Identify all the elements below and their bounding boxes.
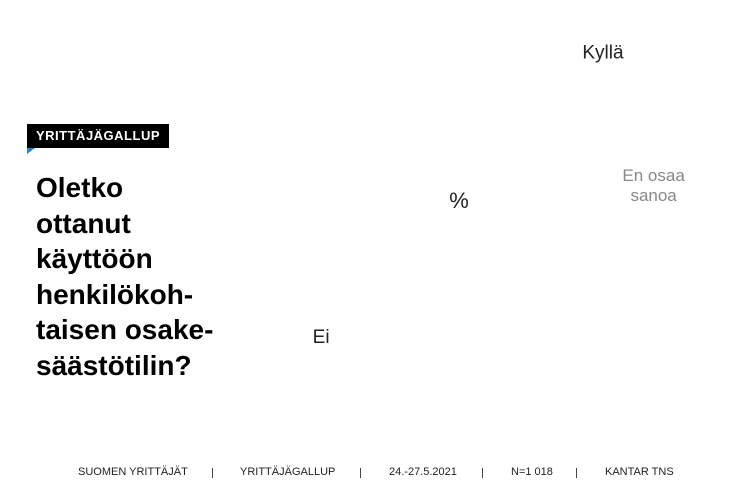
footer-separator [360, 468, 361, 478]
title-line: käyttöön [36, 243, 153, 274]
footer-item: YRITTÄJÄGALLUP [240, 466, 336, 478]
category-label: Ei [313, 327, 330, 348]
badge: YRITTÄJÄGALLUP [27, 124, 169, 148]
category-label: Kyllä [582, 43, 624, 64]
footer-separator [482, 468, 483, 478]
footer-separator [576, 468, 577, 478]
center-label: % [449, 188, 469, 213]
footer-item: N=1 018 [511, 466, 553, 478]
title-line: henkilökoh- [36, 278, 194, 310]
category-label: En osaa sanoa [622, 165, 685, 205]
title-line: ottanut [36, 207, 131, 239]
value-label: 23 [567, 112, 585, 129]
title: Oletko ottanut käyttöön henkilökoh-taisen o… [36, 170, 266, 383]
title-line: taisen osake- [36, 314, 214, 345]
badge-tip [27, 148, 35, 154]
footer-item: 24.-27.5.2021 [389, 466, 457, 478]
category-label-box: En osaa sanoa [622, 165, 685, 205]
footer-separator [212, 468, 213, 478]
value-label: 2 [595, 182, 604, 199]
footer-item: KANTAR TNS [605, 466, 674, 478]
value-label: 75 [361, 300, 379, 317]
footer-item: SUOMEN YRITTÄJÄT [78, 466, 188, 478]
title-line: säästötilin? [36, 349, 192, 381]
title-line: Oletko [36, 172, 124, 203]
